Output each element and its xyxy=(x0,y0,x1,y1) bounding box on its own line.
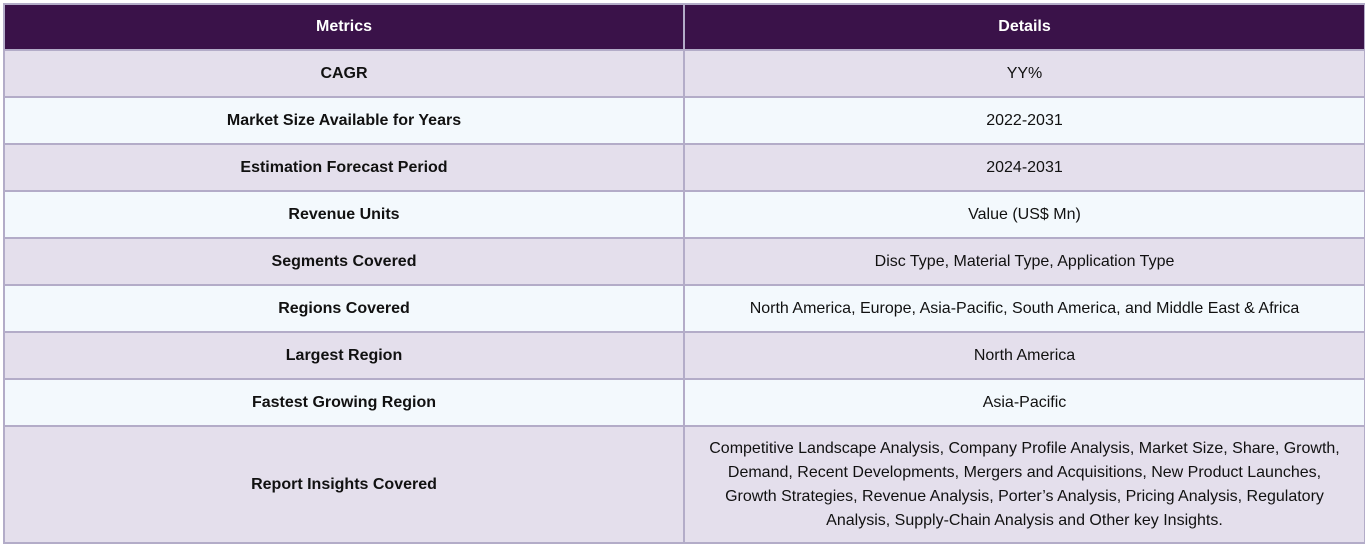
header-row: Metrics Details xyxy=(3,3,1365,51)
table-body: CAGR YY% Market Size Available for Years… xyxy=(3,49,1365,544)
metric-cell: Largest Region xyxy=(3,331,685,380)
table-row: Market Size Available for Years 2022-203… xyxy=(3,96,1365,145)
detail-cell: YY% xyxy=(683,49,1365,98)
metric-cell: CAGR xyxy=(3,49,685,98)
header-details: Details xyxy=(683,3,1365,51)
detail-cell: Asia-Pacific xyxy=(683,378,1365,427)
table-row: Segments Covered Disc Type, Material Typ… xyxy=(3,237,1365,286)
table-row: Estimation Forecast Period 2024-2031 xyxy=(3,143,1365,192)
table-row: Revenue Units Value (US$ Mn) xyxy=(3,190,1365,239)
detail-cell: Disc Type, Material Type, Application Ty… xyxy=(683,237,1365,286)
detail-cell: North America xyxy=(683,331,1365,380)
table-row: Report Insights Covered Competitive Land… xyxy=(3,425,1365,544)
table-row: CAGR YY% xyxy=(3,49,1365,98)
metric-cell: Fastest Growing Region xyxy=(3,378,685,427)
report-metrics-table: Metrics Details CAGR YY% Market Size Ava… xyxy=(3,3,1365,544)
header-metrics: Metrics xyxy=(3,3,685,51)
report-metrics-table-container: Metrics Details CAGR YY% Market Size Ava… xyxy=(3,3,1365,544)
metric-cell: Estimation Forecast Period xyxy=(3,143,685,192)
detail-cell: 2024-2031 xyxy=(683,143,1365,192)
metric-cell: Report Insights Covered xyxy=(3,425,685,544)
table-row: Fastest Growing Region Asia-Pacific xyxy=(3,378,1365,427)
metric-cell: Market Size Available for Years xyxy=(3,96,685,145)
detail-cell: North America, Europe, Asia-Pacific, Sou… xyxy=(683,284,1365,333)
table-row: Regions Covered North America, Europe, A… xyxy=(3,284,1365,333)
metric-cell: Regions Covered xyxy=(3,284,685,333)
metric-cell: Segments Covered xyxy=(3,237,685,286)
detail-cell: 2022-2031 xyxy=(683,96,1365,145)
detail-cell: Value (US$ Mn) xyxy=(683,190,1365,239)
detail-cell: Competitive Landscape Analysis, Company … xyxy=(683,425,1365,544)
table-row: Largest Region North America xyxy=(3,331,1365,380)
table-header: Metrics Details xyxy=(3,3,1365,51)
metric-cell: Revenue Units xyxy=(3,190,685,239)
